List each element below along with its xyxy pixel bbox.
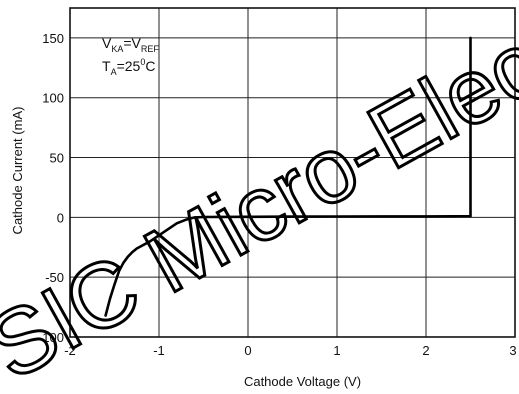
anno-ka: KA: [111, 44, 123, 54]
anno-t: T: [102, 58, 111, 74]
x-tick-label: -1: [153, 343, 165, 358]
y-tick-label: 50: [50, 151, 64, 166]
annotation: VKA=VREF TA=250C: [102, 35, 159, 77]
x-tick-label: 2: [422, 343, 429, 358]
x-axis-label: Cathode Voltage (V): [244, 374, 361, 389]
plot-frame: [69, 7, 516, 338]
anno-ref: REF: [141, 44, 160, 54]
y-tick-label: -50: [45, 270, 64, 285]
anno-v: V: [102, 35, 112, 51]
x-tick-label: 0: [244, 343, 251, 358]
anno-deg: 0: [140, 57, 145, 67]
anno-unit: C: [145, 58, 155, 74]
y-tick-label: -100: [38, 330, 64, 345]
anno-a: A: [111, 67, 117, 77]
y-tick-label: 100: [42, 91, 64, 106]
tick-labels: -2 -1 0 1 2 3 -100 -50 0 50 100 150: [38, 31, 517, 358]
y-tick-label: 150: [42, 31, 64, 46]
x-tick-label: -2: [64, 343, 76, 358]
x-tick-label: 1: [333, 343, 340, 358]
x-tick-label: 3: [509, 343, 516, 358]
series-line: [104, 36, 472, 317]
anno-eq-25: =25: [117, 58, 141, 74]
anno-eq-v: =V: [123, 35, 141, 51]
y-tick-label: 0: [57, 210, 64, 225]
annotation-line-1: VKA=VREF: [102, 35, 159, 54]
y-axis-label: Cathode Current (mA): [10, 107, 25, 235]
annotation-line-2: TA=250C: [102, 57, 155, 77]
